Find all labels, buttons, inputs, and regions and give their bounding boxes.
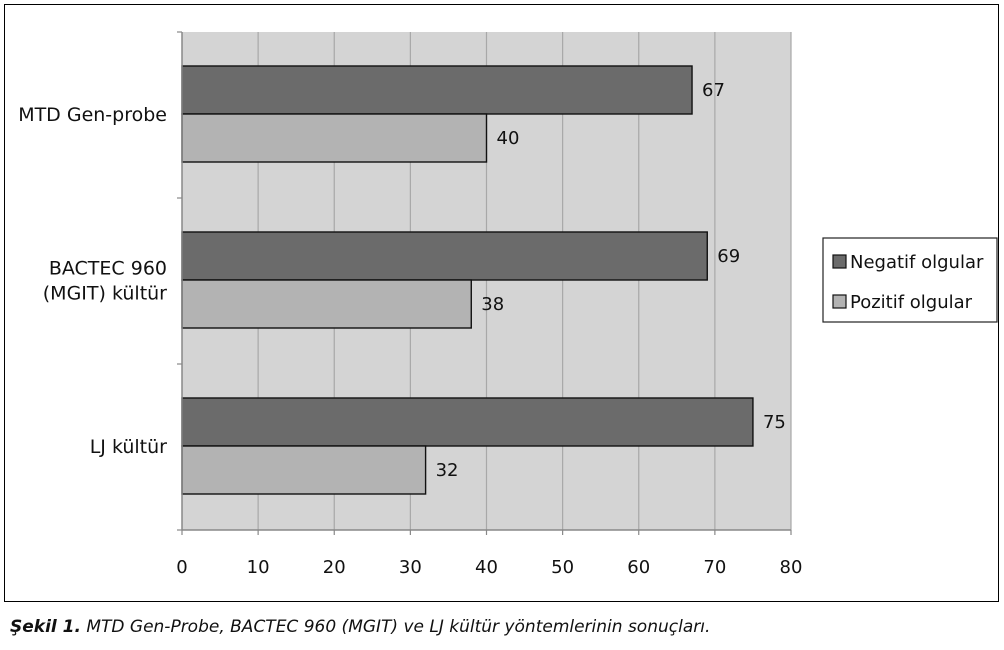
bar-negatif (181, 65, 693, 115)
data-label: 67 (702, 80, 725, 101)
legend-swatch (832, 294, 847, 309)
x-tick-label: 80 (780, 557, 803, 578)
x-tick-label: 50 (551, 557, 574, 578)
figure-caption: Şekil 1. MTD Gen-Probe, BACTEC 960 (MGIT… (10, 617, 995, 637)
category-label: (MGIT) kültür (43, 283, 167, 305)
data-label: 40 (497, 128, 520, 149)
bar-pozitif (181, 113, 488, 163)
bar-pozitif (181, 445, 427, 495)
data-label: 32 (436, 460, 459, 481)
legend-box (822, 237, 998, 323)
data-label: 69 (717, 246, 740, 267)
legend: Negatif olgular Pozitif olgular (822, 237, 998, 323)
legend-label: Negatif olgular (850, 252, 984, 273)
caption-text: MTD Gen-Probe, BACTEC 960 (MGIT) ve LJ k… (86, 617, 711, 637)
caption-label: Şekil 1. (10, 617, 81, 637)
x-tick-label: 10 (247, 557, 270, 578)
data-labels: 67 40 69 38 75 32 (436, 80, 786, 481)
legend-label: Pozitif olgular (850, 292, 973, 313)
axes (177, 31, 792, 535)
x-tick-label: 40 (475, 557, 498, 578)
bar-pozitif (181, 279, 472, 329)
x-tick-label: 30 (399, 557, 422, 578)
category-labels: MTD Gen-probe BACTEC 960 (MGIT) kültür LJ k… (18, 104, 167, 458)
x-tick-label: 20 (323, 557, 346, 578)
x-tick-label: 70 (703, 557, 726, 578)
category-label: BACTEC 960 (49, 258, 167, 280)
bar-chart: 0 10 20 30 40 50 60 70 80 MTD Gen-probe BACTEC 96… (18, 31, 998, 578)
x-tick-labels: 0 10 20 30 40 50 60 70 80 (176, 557, 802, 578)
category-label: LJ kültür (90, 436, 167, 458)
x-tick-label: 60 (627, 557, 650, 578)
data-label: 38 (481, 294, 504, 315)
category-label: MTD Gen-probe (18, 104, 167, 126)
bar-negatif (181, 397, 754, 447)
bar-negatif (181, 231, 708, 281)
x-tick-label: 0 (176, 557, 187, 578)
legend-swatch (832, 254, 847, 269)
data-label: 75 (763, 412, 786, 433)
